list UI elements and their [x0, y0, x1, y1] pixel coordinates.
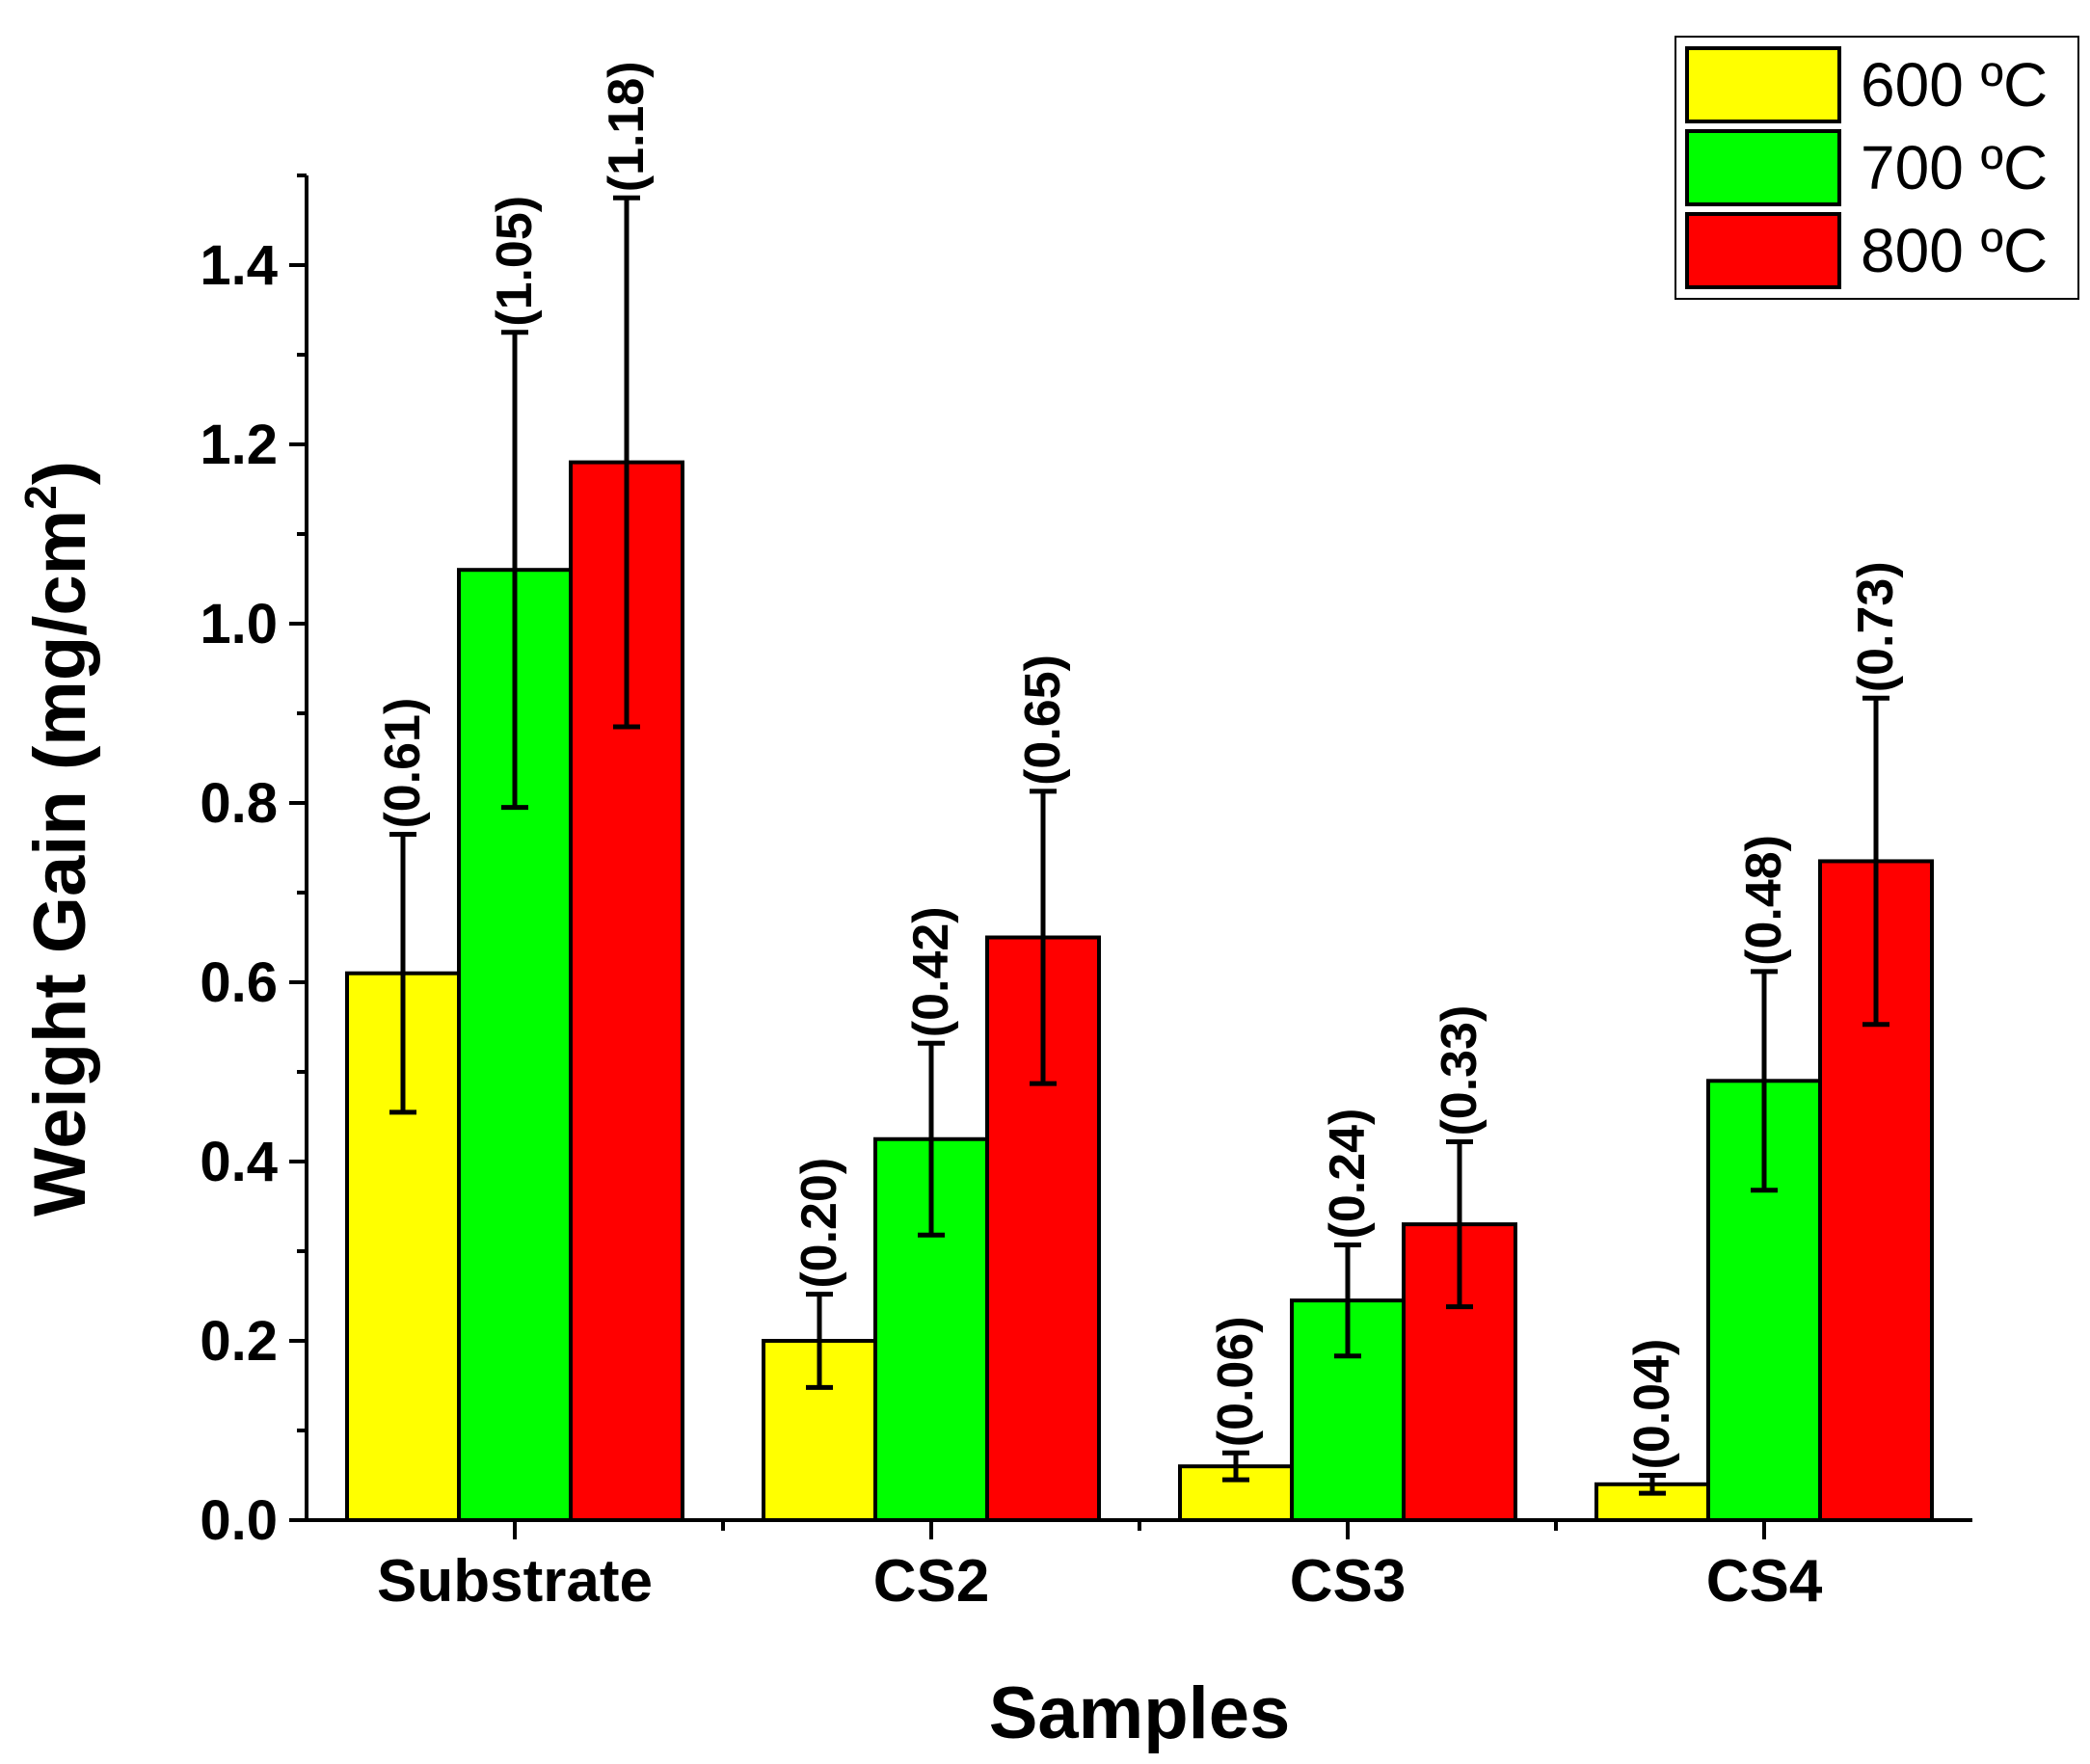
- error-bar: [1639, 1473, 1666, 1496]
- error-bar: [1222, 1450, 1249, 1483]
- legend-label: 600 ºC: [1861, 50, 2048, 120]
- legend: 600 ºC 700 ºC 800 ºC: [1675, 36, 2079, 300]
- y-tick-label: 1.4: [200, 234, 278, 297]
- data-label: (0.61): [375, 698, 431, 829]
- y-tick-label: 0.2: [200, 1310, 278, 1373]
- bars: [345, 460, 1934, 1523]
- error-bar: [1862, 695, 1889, 1028]
- y-tick-label: 0.6: [200, 951, 278, 1014]
- error-bar: [806, 1292, 833, 1390]
- legend-label: 700 ºC: [1861, 133, 2048, 202]
- error-bar: [1030, 788, 1057, 1086]
- legend-swatch: [1685, 46, 1841, 123]
- data-label: (0.04): [1624, 1339, 1680, 1470]
- y-tick-label: 0.0: [200, 1489, 278, 1552]
- error-bar: [1751, 969, 1778, 1193]
- error-bar: [613, 195, 640, 730]
- data-labels: (0.61) (0.20) (0.06) (0.04) (1.05) (0.42) (0.2…: [375, 61, 1904, 1469]
- y-axis-title-main: Weight Gain (mg/cm: [19, 510, 101, 1216]
- error-bar: [501, 330, 528, 811]
- x-tick-label-cs4: CS4: [1706, 1548, 1823, 1615]
- error-bar: [1446, 1139, 1473, 1310]
- legend-swatch: [1685, 129, 1841, 206]
- error-bar: [1334, 1242, 1361, 1359]
- data-label: (0.24): [1320, 1109, 1376, 1240]
- data-label: (0.06): [1208, 1316, 1264, 1447]
- x-tick-label-cs3: CS3: [1290, 1548, 1407, 1615]
- error-bar: [389, 832, 416, 1115]
- data-label: (0.33): [1432, 1005, 1487, 1136]
- x-tick-label-substrate: Substrate: [377, 1548, 653, 1615]
- x-axis-title: Samples: [989, 1672, 1291, 1754]
- error-bars: [389, 195, 1889, 1496]
- data-label: (0.48): [1736, 835, 1792, 966]
- x-tick-label-cs2: CS2: [873, 1548, 990, 1615]
- y-tick-label: 1.2: [200, 414, 278, 476]
- legend-label: 800 ºC: [1861, 216, 2048, 285]
- data-label: (0.73): [1848, 561, 1904, 692]
- legend-swatch: [1685, 212, 1841, 289]
- y-axis-title: Weight Gain (mg/cm2): [15, 461, 101, 1216]
- y-tick-label: 0.8: [200, 772, 278, 835]
- data-label: (0.20): [791, 1158, 847, 1289]
- y-tick-label: 0.4: [200, 1131, 278, 1193]
- data-label: (0.65): [1015, 655, 1071, 786]
- y-tick-label: 1.0: [200, 593, 278, 655]
- data-label: (1.05): [487, 196, 543, 327]
- y-axis-title-close: ): [19, 461, 101, 485]
- error-bar: [918, 1040, 945, 1238]
- axes: 0.0 0.2 0.4 0.6 0.8 1.0 1.2 1.4 Substrate CS2 CS3 C…: [200, 174, 1972, 1615]
- data-label: (0.42): [903, 906, 959, 1037]
- data-label: (1.18): [599, 61, 655, 192]
- y-axis-title-superscript: 2: [15, 485, 66, 510]
